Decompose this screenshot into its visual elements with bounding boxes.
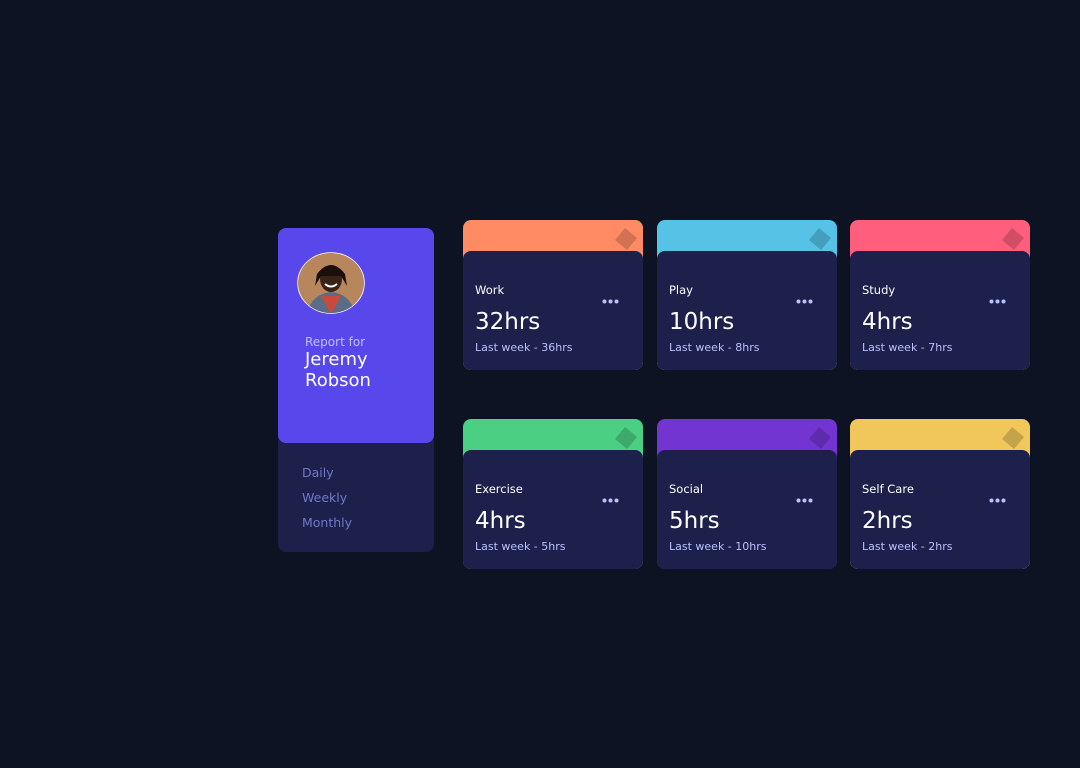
card-title: Study (862, 283, 896, 297)
previous-hours: Last week - 10hrs (669, 540, 767, 553)
options-button[interactable] (602, 289, 619, 308)
options-button[interactable] (796, 289, 813, 308)
previous-hours: Last week - 2hrs (862, 540, 953, 553)
card-body: Exercise 4hrs Last week - 5hrs (463, 450, 643, 569)
card-body: Play 10hrs Last week - 8hrs (657, 251, 837, 370)
report-caption: Report for (305, 335, 366, 349)
activity-card: Social 5hrs Last week - 10hrs (657, 419, 837, 569)
profile-card: Report for Jeremy Robson Daily Weekly Mo… (278, 228, 434, 552)
card-icon (805, 224, 833, 256)
previous-hours: Last week - 36hrs (475, 341, 573, 354)
card-body: Work 32hrs Last week - 36hrs (463, 251, 643, 370)
previous-hours: Last week - 7hrs (862, 341, 953, 354)
current-hours: 5hrs (669, 508, 720, 534)
current-hours: 4hrs (862, 309, 913, 335)
card-body: Social 5hrs Last week - 10hrs (657, 450, 837, 569)
previous-hours: Last week - 8hrs (669, 341, 760, 354)
card-title: Exercise (475, 482, 523, 496)
options-button[interactable] (796, 488, 813, 507)
card-title: Self Care (862, 482, 914, 496)
card-icon (611, 224, 639, 256)
user-name: Jeremy Robson (305, 349, 371, 391)
current-hours: 10hrs (669, 309, 735, 335)
card-icon (611, 423, 639, 455)
options-button[interactable] (989, 289, 1006, 308)
card-body: Self Care 2hrs Last week - 2hrs (850, 450, 1030, 569)
current-hours: 4hrs (475, 508, 526, 534)
current-hours: 32hrs (475, 309, 541, 335)
activity-card: Exercise 4hrs Last week - 5hrs (463, 419, 643, 569)
options-button[interactable] (989, 488, 1006, 507)
activity-card: Work 32hrs Last week - 36hrs (463, 220, 643, 370)
activity-card: Self Care 2hrs Last week - 2hrs (850, 419, 1030, 569)
card-title: Play (669, 283, 693, 297)
menu-monthly[interactable]: Monthly (302, 515, 353, 530)
card-icon (998, 423, 1026, 455)
card-icon (805, 423, 833, 455)
card-icon (998, 224, 1026, 256)
menu-daily[interactable]: Daily (302, 465, 334, 480)
activity-card: Study 4hrs Last week - 7hrs (850, 220, 1030, 370)
card-title: Work (475, 283, 505, 297)
card-title: Social (669, 482, 704, 496)
previous-hours: Last week - 5hrs (475, 540, 566, 553)
card-body: Study 4hrs Last week - 7hrs (850, 251, 1030, 370)
avatar (297, 252, 365, 314)
options-button[interactable] (602, 488, 619, 507)
profile-header: Report for Jeremy Robson (278, 228, 434, 443)
current-hours: 2hrs (862, 508, 913, 534)
activity-card: Play 10hrs Last week - 8hrs (657, 220, 837, 370)
menu-weekly[interactable]: Weekly (302, 490, 348, 505)
